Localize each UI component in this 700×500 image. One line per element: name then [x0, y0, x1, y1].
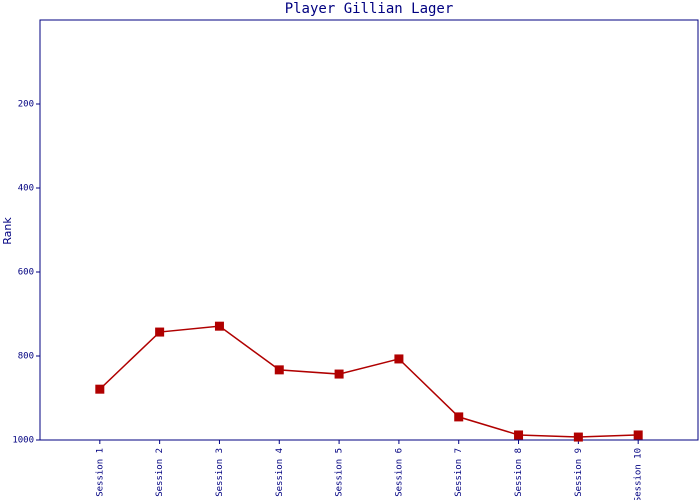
plot-frame — [39, 19, 699, 441]
x-tick-label: Session 8 — [514, 448, 524, 497]
x-tick-label: Session 5 — [335, 448, 345, 497]
x-tick-label: Session 6 — [394, 448, 404, 497]
y-tick-label: 1000 — [12, 436, 34, 446]
point-marker — [394, 354, 404, 364]
point-marker — [633, 430, 643, 440]
x-tick-label: Session 9 — [574, 448, 584, 497]
x-tick-label: Session 4 — [275, 448, 285, 497]
y-tick-label: 600 — [18, 268, 34, 278]
y-tick-label: 200 — [18, 100, 34, 110]
y-axis-label: Rank — [1, 217, 14, 245]
x-tick-label: Session 2 — [155, 448, 165, 497]
chart-title: Player Gillian Lager — [285, 1, 454, 17]
point-marker — [454, 412, 464, 422]
point-marker — [573, 432, 583, 442]
point-marker — [214, 321, 224, 331]
x-tick-label: Session 3 — [215, 448, 225, 497]
x-tick-label: Session 7 — [454, 448, 464, 497]
point-marker — [155, 327, 165, 337]
point-marker — [95, 384, 105, 394]
point-marker — [514, 430, 524, 440]
x-tick-label: Session 1 — [95, 448, 105, 497]
series-line — [99, 325, 639, 438]
y-tick-label: 800 — [18, 352, 34, 362]
x-tick-label: Session 10 — [634, 448, 644, 500]
point-marker — [274, 365, 284, 375]
point-marker — [334, 369, 344, 379]
y-tick-label: 400 — [18, 184, 34, 194]
